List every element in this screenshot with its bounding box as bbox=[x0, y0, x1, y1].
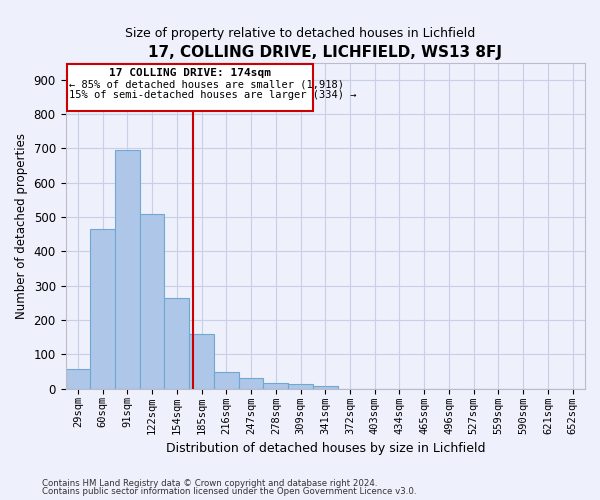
Bar bbox=[115, 150, 140, 388]
X-axis label: Distribution of detached houses by size in Lichfield: Distribution of detached houses by size … bbox=[166, 442, 485, 455]
Bar bbox=[313, 386, 338, 388]
Bar bbox=[263, 384, 288, 388]
Bar bbox=[239, 378, 263, 388]
Bar bbox=[90, 229, 115, 388]
Bar bbox=[214, 372, 239, 388]
Y-axis label: Number of detached properties: Number of detached properties bbox=[15, 132, 28, 318]
Bar bbox=[288, 384, 313, 388]
Bar bbox=[189, 334, 214, 388]
Text: Contains HM Land Registry data © Crown copyright and database right 2024.: Contains HM Land Registry data © Crown c… bbox=[42, 478, 377, 488]
Text: 15% of semi-detached houses are larger (334) →: 15% of semi-detached houses are larger (… bbox=[69, 90, 357, 100]
Text: Size of property relative to detached houses in Lichfield: Size of property relative to detached ho… bbox=[125, 28, 475, 40]
Title: 17, COLLING DRIVE, LICHFIELD, WS13 8FJ: 17, COLLING DRIVE, LICHFIELD, WS13 8FJ bbox=[148, 45, 502, 60]
Text: 17 COLLING DRIVE: 174sqm: 17 COLLING DRIVE: 174sqm bbox=[109, 68, 271, 78]
FancyBboxPatch shape bbox=[67, 64, 313, 110]
Bar bbox=[164, 298, 189, 388]
Bar bbox=[140, 214, 164, 388]
Bar bbox=[65, 369, 90, 388]
Text: Contains public sector information licensed under the Open Government Licence v3: Contains public sector information licen… bbox=[42, 487, 416, 496]
Text: ← 85% of detached houses are smaller (1,918): ← 85% of detached houses are smaller (1,… bbox=[69, 80, 344, 90]
